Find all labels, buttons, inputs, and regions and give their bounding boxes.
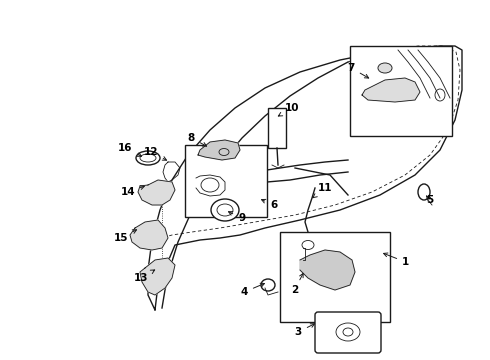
Text: 11: 11 (313, 183, 333, 198)
Bar (268, 108, 286, 148)
Text: 3: 3 (295, 324, 315, 337)
Text: 4: 4 (241, 283, 265, 297)
Text: 1: 1 (384, 253, 409, 267)
Text: 15: 15 (114, 230, 137, 243)
Text: 13: 13 (133, 270, 155, 283)
Bar (280, 232, 390, 322)
Polygon shape (138, 180, 175, 205)
Ellipse shape (211, 199, 239, 221)
Polygon shape (300, 250, 355, 290)
FancyBboxPatch shape (315, 312, 381, 353)
Ellipse shape (136, 151, 160, 165)
Polygon shape (362, 78, 420, 102)
Text: 7: 7 (347, 63, 368, 78)
Text: 9: 9 (228, 212, 245, 223)
Polygon shape (130, 220, 168, 250)
Text: 10: 10 (278, 103, 299, 116)
Text: 2: 2 (291, 273, 303, 295)
Text: 8: 8 (188, 133, 207, 146)
Text: 12: 12 (144, 147, 167, 160)
Text: 6: 6 (262, 199, 277, 210)
Text: 16: 16 (118, 143, 142, 156)
Polygon shape (140, 258, 175, 295)
Text: 14: 14 (121, 186, 145, 197)
Ellipse shape (378, 63, 392, 73)
Bar (185, 145, 267, 217)
Text: 5: 5 (426, 195, 434, 205)
Polygon shape (198, 140, 240, 160)
Bar (350, 46, 452, 136)
